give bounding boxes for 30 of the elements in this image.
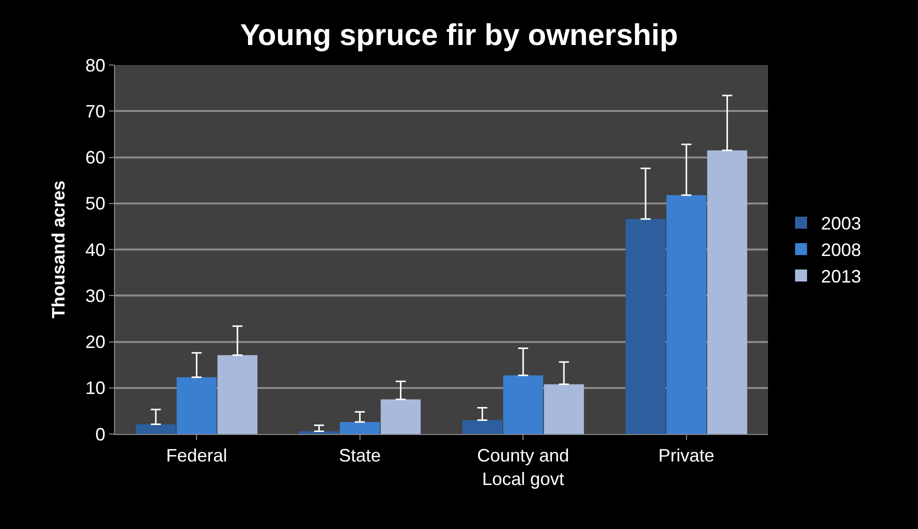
y-axis-title: Thousand acres (48, 180, 69, 319)
y-tick-label: 0 (95, 424, 106, 444)
y-tick-label: 70 (85, 101, 106, 122)
x-tick-label: Private (658, 446, 714, 466)
chart-title: Young spruce fir by ownership (240, 18, 678, 52)
y-tick-label: 50 (85, 194, 106, 214)
bar (299, 431, 340, 434)
legend-label: 2013 (821, 266, 862, 287)
y-tick-label: 10 (85, 378, 106, 398)
y-tick-label: 40 (85, 240, 106, 260)
bar (176, 377, 217, 434)
bar (380, 399, 421, 434)
x-tick-label: State (338, 446, 381, 466)
x-tick-label: Federal (166, 446, 228, 466)
bar (462, 420, 502, 434)
bar (707, 150, 748, 434)
y-tick-label: 80 (85, 55, 106, 76)
y-tick-label: 20 (85, 332, 106, 352)
y-tick-label: 60 (85, 148, 106, 168)
bar (217, 355, 258, 434)
bar (666, 195, 706, 434)
y-tick-label: 30 (85, 286, 106, 306)
bar (544, 384, 584, 434)
bar (503, 375, 544, 434)
bar (626, 219, 666, 434)
x-tick-label: County and Local govt (477, 446, 570, 489)
legend-label: 2003 (821, 214, 862, 234)
legend-label: 2008 (821, 240, 862, 260)
bar (136, 424, 176, 434)
bar (340, 422, 380, 434)
